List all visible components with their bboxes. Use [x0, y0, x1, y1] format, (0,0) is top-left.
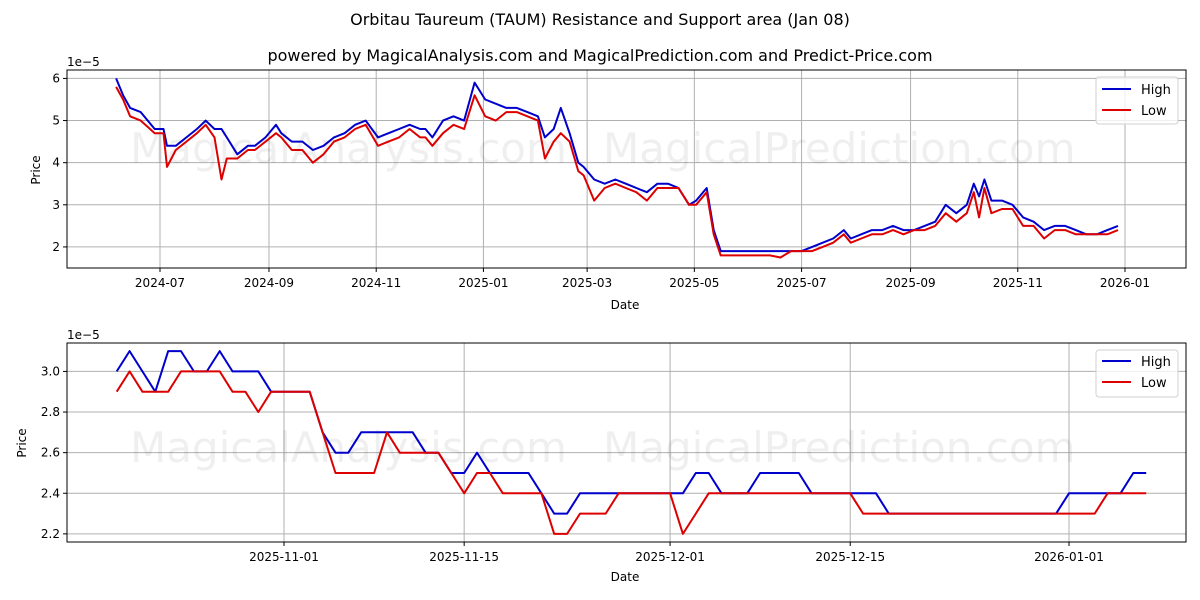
x-tick-label: 2026-01 [1100, 276, 1150, 290]
x-tick-label: 2025-07 [777, 276, 827, 290]
x-tick-label: 2025-12-01 [635, 550, 705, 564]
x-tick-label: 2025-11-15 [429, 550, 499, 564]
y-tick-label: 3 [52, 198, 60, 212]
legend-low-label: Low [1141, 104, 1167, 119]
bottom-chart: 1e−5 MagicalAnalysis.com MagicalPredicti… [15, 328, 1187, 584]
chart-title: Orbitau Taureum (TAUM) Resistance and Su… [350, 10, 850, 29]
y-tick-label: 2.2 [41, 527, 60, 541]
x-tick-label: 2025-11-01 [249, 550, 319, 564]
watermark-text: MagicalAnalysis.com [130, 423, 567, 472]
top-axes-frame [66, 69, 1187, 269]
legend-high-label: High [1141, 355, 1171, 370]
top-chart: 1e−5 MagicalAnalysis.com MagicalPredicti… [29, 55, 1187, 312]
x-tick-label: 2025-05 [669, 276, 719, 290]
bottom-legend: High Low [1095, 349, 1179, 398]
top-series-lines [115, 78, 1119, 259]
y-tick-label: 2.8 [41, 405, 60, 419]
y-tick-label: 5 [52, 114, 60, 128]
y-tick-label: 2.6 [41, 446, 60, 460]
top-y-scale-label: 1e−5 [67, 55, 100, 69]
top-watermarks: MagicalAnalysis.com MagicalPrediction.co… [130, 124, 1076, 173]
bottom-axes-frame [66, 342, 1187, 543]
watermark-text: MagicalAnalysis.com [130, 124, 567, 173]
watermark-text: MagicalPrediction.com [603, 124, 1076, 173]
top-y-axis-label: Price [29, 155, 43, 184]
series-line-high [115, 78, 1119, 253]
y-tick-label: 6 [52, 71, 60, 85]
x-tick-label: 2024-07 [135, 276, 185, 290]
x-tick-label: 2025-12-15 [815, 550, 885, 564]
y-tick-label: 2 [52, 240, 60, 254]
x-tick-label: 2025-01 [458, 276, 508, 290]
top-legend: High Low [1095, 76, 1179, 125]
y-tick-label: 3.0 [41, 364, 60, 378]
y-tick-label: 4 [52, 156, 60, 170]
x-tick-label: 2025-03 [562, 276, 612, 290]
top-x-axis: 2024-07 2024-09 2024-11 2025-01 2025-03 2025-… [135, 268, 1150, 290]
top-y-axis: 2 3 4 5 6 [52, 71, 67, 254]
bottom-y-axis-label: Price [15, 428, 29, 457]
bottom-watermarks: MagicalAnalysis.com MagicalPrediction.co… [130, 423, 1076, 472]
bottom-x-axis: 2025-11-01 2025-11-15 2025-12-01 2025-12-15… [249, 542, 1104, 564]
bottom-y-axis: 2.2 2.4 2.6 2.8 3.0 [41, 364, 67, 541]
bottom-y-scale-label: 1e−5 [67, 328, 100, 342]
bottom-series-lines [115, 350, 1147, 535]
legend-low-label: Low [1141, 376, 1167, 391]
series-line-low [115, 86, 1119, 259]
x-tick-label: 2024-09 [244, 276, 294, 290]
x-tick-label: 2025-09 [885, 276, 935, 290]
x-tick-label: 2025-11 [993, 276, 1043, 290]
x-tick-label: 2024-11 [351, 276, 401, 290]
top-x-axis-label: Date [611, 298, 640, 312]
bottom-x-axis-label: Date [611, 570, 640, 584]
x-tick-label: 2026-01-01 [1034, 550, 1104, 564]
series-line-low [115, 370, 1147, 535]
watermark-text: MagicalPrediction.com [603, 423, 1076, 472]
legend-high-label: High [1141, 83, 1171, 98]
chart-subtitle: powered by MagicalAnalysis.com and Magic… [267, 46, 933, 65]
y-tick-label: 2.4 [41, 486, 60, 500]
